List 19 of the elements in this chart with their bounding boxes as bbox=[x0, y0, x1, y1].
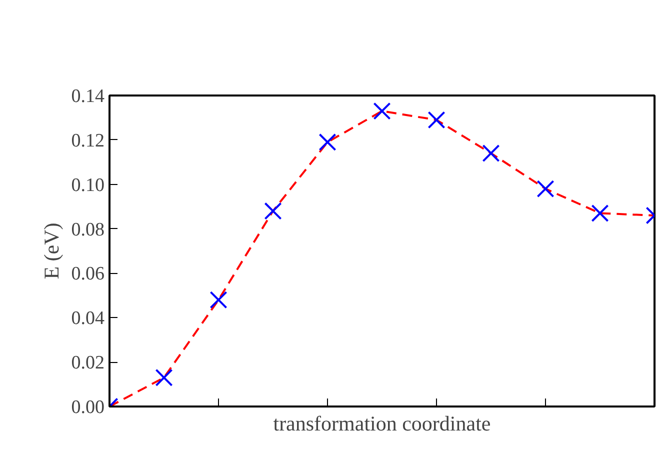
y-tick-label: 0.00 bbox=[71, 397, 104, 418]
y-tick-label: 0.10 bbox=[71, 174, 104, 196]
point bbox=[591, 204, 609, 222]
y-tick-label: 0.04 bbox=[71, 308, 105, 330]
x-axis-title: transformation coordinate bbox=[273, 412, 491, 436]
y-tick-label: 0.08 bbox=[71, 219, 104, 240]
y-tick-label: 0.02 bbox=[71, 352, 104, 374]
point bbox=[536, 180, 554, 198]
y-tick-label: 0.14 bbox=[71, 86, 105, 107]
point bbox=[210, 291, 228, 309]
point bbox=[482, 144, 500, 162]
point bbox=[155, 368, 173, 386]
y-tick-label: 0.06 bbox=[71, 264, 104, 285]
y-tick-label: 0.12 bbox=[71, 130, 104, 152]
point bbox=[318, 133, 336, 151]
point bbox=[264, 202, 282, 220]
y-axis-title: E (eV) bbox=[39, 222, 64, 280]
point bbox=[428, 111, 446, 129]
point bbox=[373, 102, 391, 120]
